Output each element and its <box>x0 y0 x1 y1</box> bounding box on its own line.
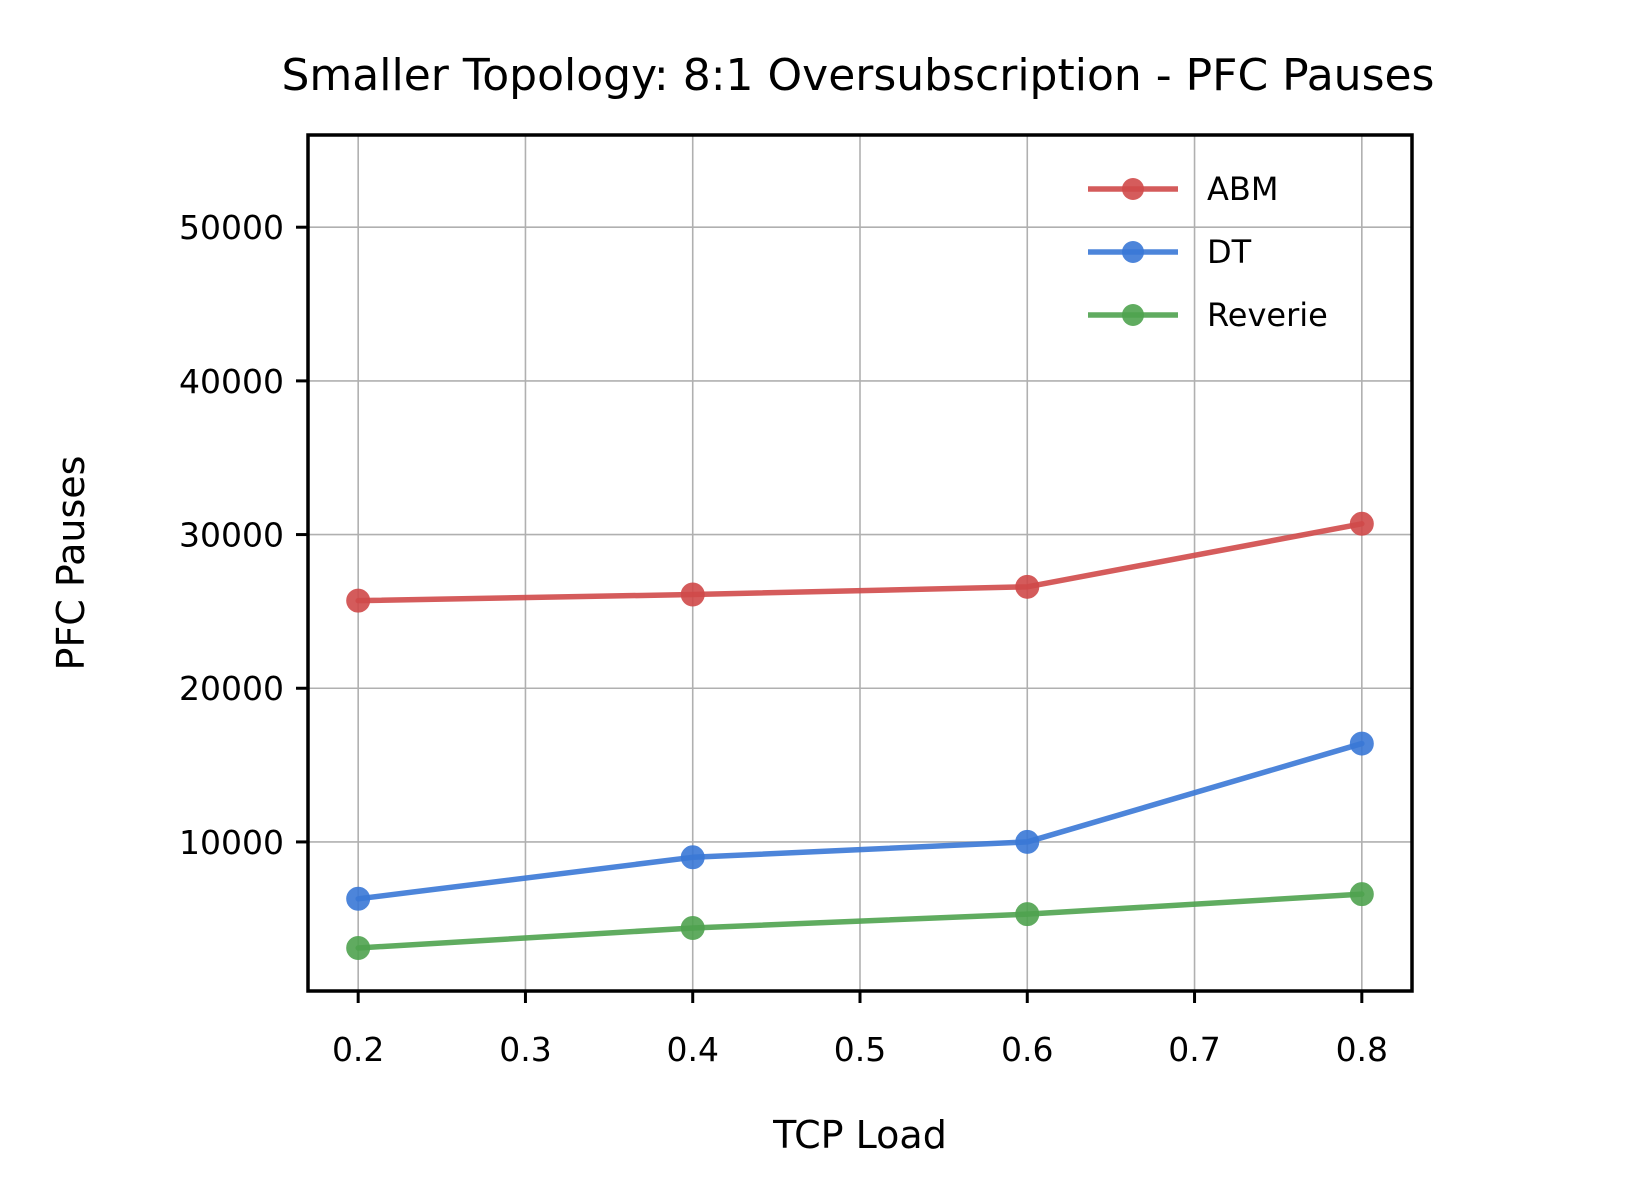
series-line-abm <box>355 521 1365 604</box>
x-tick-label: 0.3 <box>499 1030 551 1069</box>
legend-marker-abm <box>1122 178 1144 200</box>
x-axis-label: TCP Load <box>772 1113 947 1157</box>
data-point-abm <box>1015 574 1040 599</box>
x-tick-label: 0.2 <box>332 1030 384 1069</box>
legend: ABM DT Reverie <box>1088 170 1328 334</box>
data-point-abm <box>1349 511 1374 536</box>
data-point-reverie <box>680 915 705 940</box>
x-tick-label: 0.5 <box>834 1030 886 1069</box>
chart-title: Smaller Topology: 8:1 Oversubscription -… <box>282 50 1435 101</box>
x-tick-label: 0.8 <box>1336 1030 1388 1069</box>
data-point-abm <box>680 582 705 607</box>
data-point-dt <box>1349 731 1374 756</box>
series-line-reverie <box>355 891 1365 951</box>
y-axis: 10000 20000 30000 40000 50000 <box>179 208 308 862</box>
x-tick-label: 0.6 <box>1001 1030 1053 1069</box>
series-line-dt <box>355 740 1365 902</box>
data-point-reverie <box>346 935 371 960</box>
legend-label-abm: ABM <box>1207 170 1278 208</box>
y-tick-label: 30000 <box>179 516 284 555</box>
x-tick-label: 0.4 <box>666 1030 718 1069</box>
data-point-dt <box>680 845 705 870</box>
y-axis-label: PFC Pauses <box>49 456 93 671</box>
data-point-dt <box>1015 829 1040 854</box>
y-tick-label: 40000 <box>179 362 284 401</box>
y-tick-label: 20000 <box>179 669 284 708</box>
data-point-reverie <box>1349 882 1374 907</box>
y-tick-label: 10000 <box>179 823 284 862</box>
data-point-dt <box>346 886 371 911</box>
x-axis: 0.2 0.3 0.4 0.5 0.6 0.7 0.8 <box>332 991 1388 1069</box>
legend-label-dt: DT <box>1207 233 1252 271</box>
data-point-reverie <box>1015 902 1040 927</box>
x-tick-label: 0.7 <box>1168 1030 1220 1069</box>
legend-marker-reverie <box>1122 304 1144 326</box>
legend-marker-dt <box>1122 241 1144 263</box>
series-layer <box>346 511 1374 960</box>
y-tick-label: 50000 <box>179 208 284 247</box>
data-point-abm <box>346 588 371 613</box>
grid <box>308 135 1412 991</box>
legend-label-reverie: Reverie <box>1207 296 1328 334</box>
